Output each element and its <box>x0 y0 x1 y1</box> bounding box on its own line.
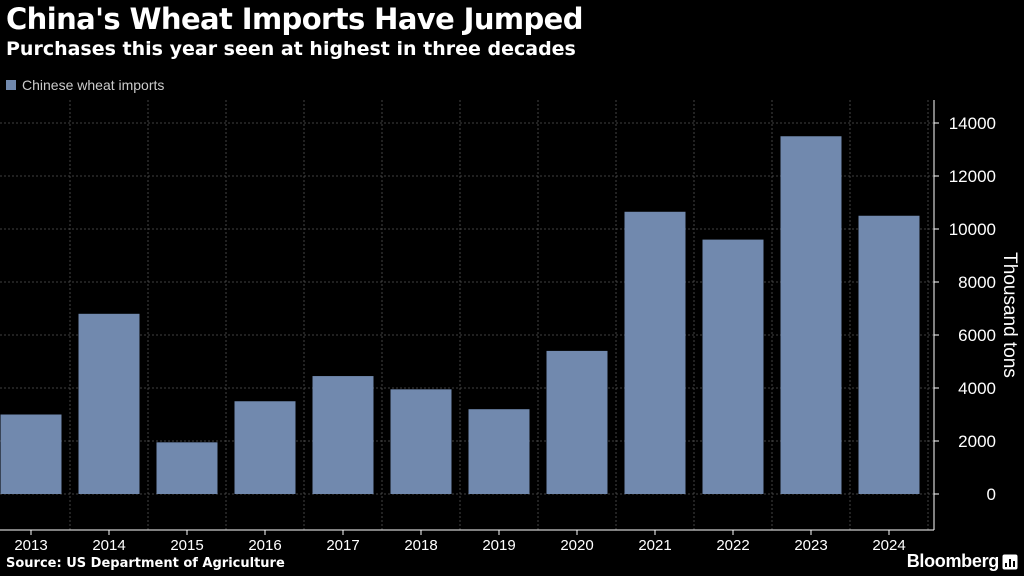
x-tick-label: 2021 <box>638 537 671 554</box>
chart-title: China's Wheat Imports Have Jumped <box>6 2 584 36</box>
bar-2013 <box>0 414 62 494</box>
x-tick-label: 2023 <box>794 537 827 554</box>
x-tick-label: 2015 <box>170 537 203 554</box>
legend-swatch <box>6 80 16 90</box>
x-tick-label: 2017 <box>326 537 359 554</box>
x-tick-label: 2022 <box>716 537 749 554</box>
bar-2015 <box>156 442 218 494</box>
bar-2021 <box>624 211 686 494</box>
x-tick-label: 2016 <box>248 537 281 554</box>
source-note: Source: US Department of Agriculture <box>6 556 285 571</box>
bar-2014 <box>78 313 140 494</box>
bar-2017 <box>312 376 374 494</box>
y-axis-label: Thousand tons <box>999 252 1020 378</box>
x-tick-label: 2019 <box>482 537 515 554</box>
bar-2023 <box>780 136 842 494</box>
y-tick-label: 0 <box>987 485 996 504</box>
bar-2024 <box>858 215 920 494</box>
x-tick-label: 2024 <box>872 537 905 554</box>
y-tick-label: 8000 <box>958 273 996 292</box>
x-tick-label: 2018 <box>404 537 437 554</box>
y-tick-label: 12000 <box>949 167 996 186</box>
bar-2020 <box>546 350 608 494</box>
x-tick-label: 2013 <box>14 537 47 554</box>
y-tick-label: 2000 <box>958 432 996 451</box>
legend: Chinese wheat imports <box>6 77 164 93</box>
chart-subtitle: Purchases this year seen at highest in t… <box>6 38 576 60</box>
chart-icon <box>1002 554 1018 569</box>
bar-2022 <box>702 239 764 494</box>
y-tick-label: 6000 <box>958 326 996 345</box>
x-tick-label: 2014 <box>92 537 125 554</box>
bloomberg-logo: Bloomberg <box>907 551 1018 572</box>
legend-label: Chinese wheat imports <box>22 77 165 93</box>
bar-2019 <box>468 409 530 494</box>
y-tick-label: 10000 <box>949 220 996 239</box>
bar-2018 <box>390 389 452 494</box>
brand-name: Bloomberg <box>906 551 1000 571</box>
bar-2016 <box>234 401 296 494</box>
y-tick-label: 14000 <box>949 114 996 133</box>
y-tick-label: 4000 <box>958 379 996 398</box>
x-tick-label: 2020 <box>560 537 593 554</box>
